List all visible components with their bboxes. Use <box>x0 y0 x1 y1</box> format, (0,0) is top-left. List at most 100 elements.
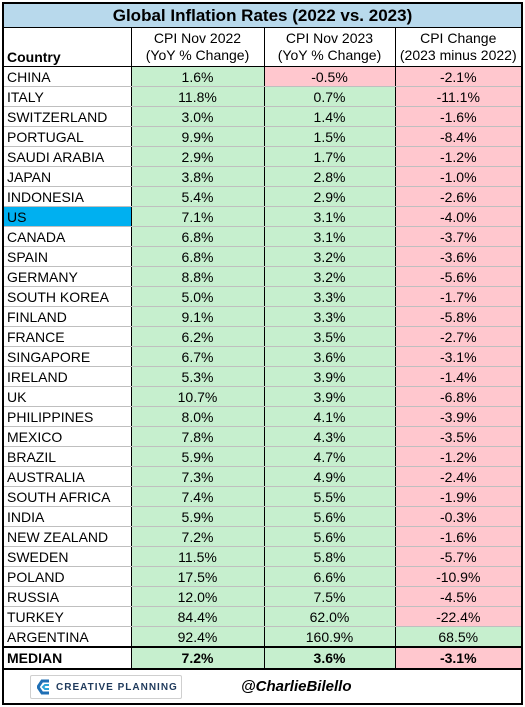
cpi-2023-cell: 1.7% <box>264 146 396 167</box>
cpi-2022-cell: 11.5% <box>131 546 265 567</box>
creative-planning-c-logo-icon <box>37 679 49 695</box>
header-line: (YoY % Change) <box>277 47 382 63</box>
cpi-2023-cell: 2.9% <box>264 186 396 207</box>
cpi-2022-cell: 3.8% <box>131 166 265 187</box>
cpi-2023-cell: 3.6% <box>264 346 396 367</box>
cpi-2022-cell: 5.0% <box>131 286 265 307</box>
median-row: MEDIAN 7.2% 3.6% -3.1% <box>4 646 521 670</box>
header-cpi-2023: CPI Nov 2023 (YoY % Change) <box>264 28 396 67</box>
inflation-table: Country CPI Nov 2022 (YoY % Change) CPI N… <box>4 28 521 670</box>
table-row: CHINA 1.6% -0.5% -2.1% <box>4 66 521 87</box>
cpi-2023-cell: 4.3% <box>264 426 396 447</box>
header-line: CPI Nov 2023 <box>285 30 374 46</box>
country-cell: CANADA <box>4 226 132 247</box>
cpi-2023-cell: 4.9% <box>264 466 396 487</box>
cpi-2022-cell: 2.9% <box>131 146 265 167</box>
cpi-2023-cell: 3.9% <box>264 366 396 387</box>
country-cell: PHILIPPINES <box>4 406 132 427</box>
country-cell: SPAIN <box>4 246 132 267</box>
header-row: Country CPI Nov 2022 (YoY % Change) CPI N… <box>4 28 521 67</box>
table-row: FRANCE 6.2% 3.5% -2.7% <box>4 326 521 347</box>
table-row: SOUTH KOREA 5.0% 3.3% -1.7% <box>4 286 521 307</box>
cpi-2023-cell: 7.5% <box>264 586 396 607</box>
table-row: NEW ZEALAND 7.2% 5.6% -1.6% <box>4 526 521 547</box>
cpi-2023-cell: -0.5% <box>264 66 396 87</box>
table-row: ITALY 11.8% 0.7% -11.1% <box>4 86 521 107</box>
cpi-change-cell: -1.6% <box>395 526 521 547</box>
cpi-change-cell: -4.5% <box>395 586 521 607</box>
cpi-change-cell: -1.2% <box>395 446 521 467</box>
cpi-2022-cell: 3.0% <box>131 106 265 127</box>
cpi-change-cell: -2.7% <box>395 326 521 347</box>
cpi-2022-cell: 5.4% <box>131 186 265 207</box>
table-row: CANADA 6.8% 3.1% -3.7% <box>4 226 521 247</box>
cpi-2023-cell: 5.6% <box>264 526 396 547</box>
cpi-2022-cell: 7.2% <box>131 526 265 547</box>
cpi-change-cell: -22.4% <box>395 606 521 627</box>
cpi-change-cell: 68.5% <box>395 626 521 648</box>
cpi-change-cell: -5.6% <box>395 266 521 287</box>
country-cell: IRELAND <box>4 366 132 387</box>
logo-text: CREATIVE PLANNING <box>56 681 178 693</box>
country-cell: UK <box>4 386 132 407</box>
table-row: GERMANY 8.8% 3.2% -5.6% <box>4 266 521 287</box>
cpi-change-cell: -0.3% <box>395 506 521 527</box>
cpi-2023-cell: 62.0% <box>264 606 396 627</box>
cpi-2023-cell: 5.6% <box>264 506 396 527</box>
cpi-change-cell: -5.8% <box>395 306 521 327</box>
cpi-2022-cell: 6.2% <box>131 326 265 347</box>
cpi-2023-cell: 2.8% <box>264 166 396 187</box>
cpi-change-cell: -1.0% <box>395 166 521 187</box>
cpi-change-cell: -3.6% <box>395 246 521 267</box>
cpi-2022-cell: 1.6% <box>131 66 265 87</box>
country-cell: SWEDEN <box>4 546 132 567</box>
table-row: SWEDEN 11.5% 5.8% -5.7% <box>4 546 521 567</box>
table-row: PHILIPPINES 8.0% 4.1% -3.9% <box>4 406 521 427</box>
table-body: CHINA 1.6% -0.5% -2.1% ITALY 11.8% 0.7% -11.1% S… <box>4 66 521 670</box>
table-row: UK 10.7% 3.9% -6.8% <box>4 386 521 407</box>
table-row: TURKEY 84.4% 62.0% -22.4% <box>4 606 521 627</box>
country-cell: CHINA <box>4 66 132 87</box>
cpi-change-cell: -2.4% <box>395 466 521 487</box>
header-line: CPI Change <box>420 30 497 46</box>
cpi-change-cell: -2.6% <box>395 186 521 207</box>
country-cell: SOUTH AFRICA <box>4 486 132 507</box>
country-cell: FINLAND <box>4 306 132 327</box>
cpi-2022-cell: 12.0% <box>131 586 265 607</box>
country-cell: FRANCE <box>4 326 132 347</box>
cpi-2022-cell: 6.8% <box>131 246 265 267</box>
median-label: MEDIAN <box>4 646 132 670</box>
cpi-2022-cell: 7.1% <box>131 206 265 227</box>
header-line: CPI Nov 2022 <box>153 30 242 46</box>
cpi-2022-cell: 10.7% <box>131 386 265 407</box>
table-row: PORTUGAL 9.9% 1.5% -8.4% <box>4 126 521 147</box>
table-row: INDONESIA 5.4% 2.9% -2.6% <box>4 186 521 207</box>
cpi-2023-cell: 3.1% <box>264 226 396 247</box>
table-row: FINLAND 9.1% 3.3% -5.8% <box>4 306 521 327</box>
table-row: JAPAN 3.8% 2.8% -1.0% <box>4 166 521 187</box>
footer: CREATIVE PLANNING @CharlieBilello <box>4 670 521 703</box>
cpi-2023-cell: 3.9% <box>264 386 396 407</box>
table-row: SPAIN 6.8% 3.2% -3.6% <box>4 246 521 267</box>
country-cell: RUSSIA <box>4 586 132 607</box>
header-country: Country <box>4 28 132 67</box>
cpi-change-cell: -1.6% <box>395 106 521 127</box>
cpi-2022-cell: 7.8% <box>131 426 265 447</box>
country-cell: ARGENTINA <box>4 626 132 648</box>
cpi-2022-cell: 17.5% <box>131 566 265 587</box>
country-cell: SINGAPORE <box>4 346 132 367</box>
cpi-2023-cell: 3.3% <box>264 306 396 327</box>
cpi-change-cell: -5.7% <box>395 546 521 567</box>
author-handle: @CharlieBilello <box>241 678 352 695</box>
country-cell: JAPAN <box>4 166 132 187</box>
cpi-2023-cell: 6.6% <box>264 566 396 587</box>
header-line: (2023 minus 2022) <box>399 47 517 63</box>
country-cell: PORTUGAL <box>4 126 132 147</box>
table-row: MEXICO 7.8% 4.3% -3.5% <box>4 426 521 447</box>
cpi-2023-cell: 3.2% <box>264 266 396 287</box>
cpi-2022-cell: 5.3% <box>131 366 265 387</box>
cpi-change-cell: -3.5% <box>395 426 521 447</box>
table-row: SOUTH AFRICA 7.4% 5.5% -1.9% <box>4 486 521 507</box>
table-row: SAUDI ARABIA 2.9% 1.7% -1.2% <box>4 146 521 167</box>
cpi-2023-cell: 5.5% <box>264 486 396 507</box>
